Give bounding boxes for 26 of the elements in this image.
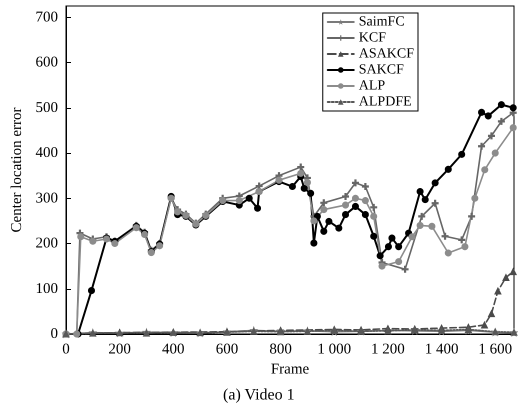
x-tick-label: 200	[108, 342, 131, 358]
legend-label: KCF	[358, 30, 386, 46]
y-tick-label: 600	[36, 54, 58, 71]
y-tick-label: 300	[36, 190, 58, 206]
x-tick-label: 1 600	[478, 342, 512, 358]
legend-label: ALP	[358, 78, 386, 94]
x-axis-title: Frame	[270, 361, 310, 378]
x-tick-label: 400	[162, 342, 185, 358]
y-tick-label: 400	[36, 145, 58, 162]
x-tick-label: 0	[62, 342, 70, 358]
text: (a) Video 1	[223, 386, 295, 404]
legend-label: ALPDFE	[358, 94, 412, 110]
y-tick-label: 100	[36, 280, 58, 297]
y-tick-label: 500	[36, 100, 58, 116]
x-tick-label: 1 200	[371, 342, 405, 358]
x-tick-label: 800	[269, 342, 292, 358]
y-tick-label: 700	[36, 9, 58, 26]
y-axis-title: Center location error	[9, 108, 26, 232]
legend-label: ASAKCF	[358, 46, 414, 62]
y-tick-label: 200	[36, 236, 58, 252]
legend-label: SAKCF	[358, 62, 404, 78]
y-tick-label: 0	[50, 326, 58, 342]
legend-label: SaimFC	[358, 14, 405, 30]
x-tick-label: 600	[216, 342, 238, 358]
x-tick-label: 1 000	[317, 342, 352, 358]
x-tick-label: 1 400	[424, 342, 458, 358]
